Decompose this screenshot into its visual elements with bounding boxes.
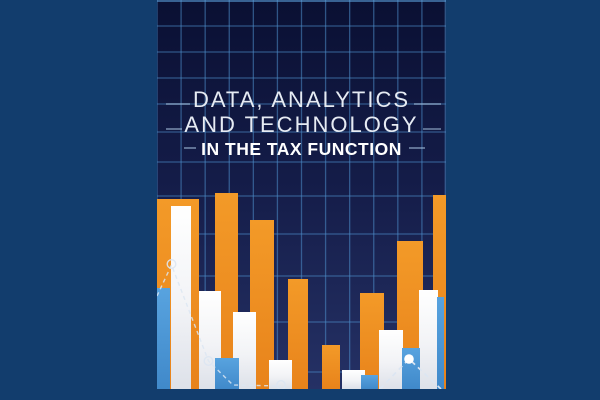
cover-page: DATA, ANALYTICS AND TECHNOLOGY IN THE TA…	[157, 0, 446, 389]
title-line-1: DATA, ANALYTICS	[192, 87, 411, 112]
dot-marker	[404, 354, 414, 364]
blue-bar	[361, 375, 378, 389]
orange-bar	[288, 279, 308, 389]
white-bar	[342, 370, 365, 389]
blue-bar	[215, 358, 239, 389]
white-bar	[171, 206, 191, 389]
trend-line-overlay	[157, 103, 442, 389]
ring-marker	[203, 356, 214, 367]
ring-marker	[276, 380, 286, 389]
title-line-3: IN THE TAX FUNCTION	[201, 139, 402, 159]
title-block: DATA, ANALYTICS AND TECHNOLOGY IN THE TA…	[157, 87, 446, 159]
dashed-trend-line	[157, 263, 282, 387]
orange-bar	[322, 345, 340, 389]
blue-bar	[437, 297, 444, 389]
ring-marker	[166, 259, 177, 270]
white-bar	[269, 360, 292, 389]
white-bar	[379, 330, 403, 389]
white-bar	[419, 290, 438, 389]
dashed-trend-line	[379, 357, 442, 389]
title-line-2: AND TECHNOLOGY	[184, 111, 419, 137]
blue-bar	[157, 288, 170, 389]
